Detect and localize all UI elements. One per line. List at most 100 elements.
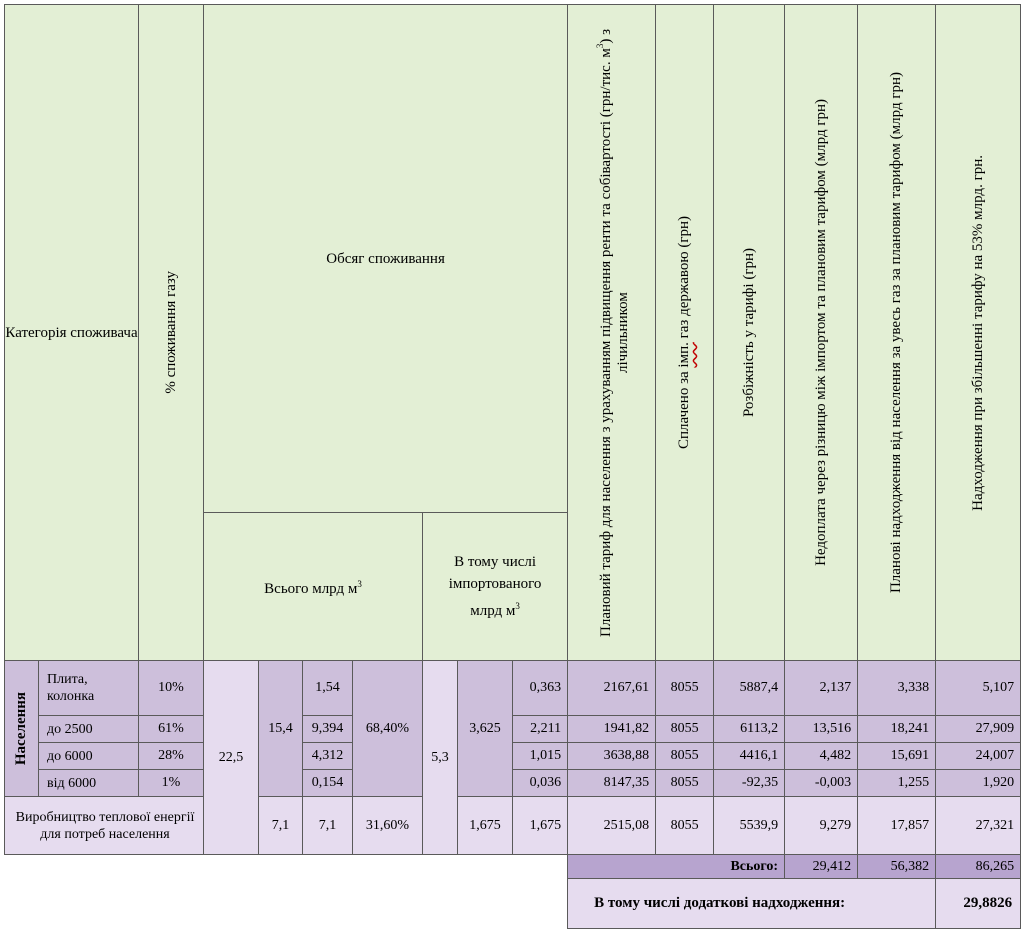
row-sub-total: 0,154 [303,770,353,797]
population-label-text: Населення [13,692,30,765]
heating-import-sub: 1,675 [513,797,568,855]
heating-total: 7,1 [259,797,303,855]
additional-spacer [5,879,568,929]
totals-planned: 56,382 [858,855,936,879]
row-sub-total: 4,312 [303,743,353,770]
header-tariff-planned-main: Плановий тариф для населення з урахуванн… [598,48,614,637]
heating-sub-total: 7,1 [303,797,353,855]
header-paid-by-state: Сплачено за імп. газ державою (грн) [656,5,714,661]
row-sub-total: 1,54 [303,661,353,716]
header-tariff-planned-sup: 3 [595,43,605,48]
row-diff: -92,35 [714,770,785,797]
header-incl-import-line2: імпортованого [423,573,567,595]
header-category-text: Категорія споживача [5,325,137,341]
row-category: до 2500 [39,716,139,743]
row-diff: 4416,1 [714,743,785,770]
header-tariff-diff-text: Розбіжність у тарифі (грн) [741,248,758,417]
header-incl-import: В тому числі імпортованого млрд м3 [423,513,568,661]
totals-underpay: 29,412 [785,855,858,879]
row-underpay: 13,516 [785,716,858,743]
row-tariff: 8147,35 [568,770,656,797]
header-underpay-text: Недоплата через різницю між імпортом та … [813,99,830,566]
row-import-sub: 1,015 [513,743,568,770]
row-paid: 8055 [656,716,714,743]
row-category: до 6000 [39,743,139,770]
header-category: Категорія споживача [5,5,139,661]
header-incl-import-sup: 3 [515,601,520,611]
totals-revenue53: 86,265 [936,855,1021,879]
grand-total: 22,5 [204,661,259,855]
header-total-bcm-main: Всього млрд м [264,581,357,597]
header-tariff-planned: Плановий тариф для населення з урахуванн… [568,5,656,661]
row-revenue53: 27,909 [936,716,1021,743]
row-planned: 18,241 [858,716,936,743]
population-import: 3,625 [458,661,513,797]
row-category: Плита, колонка [39,661,139,716]
row-planned: 1,255 [858,770,936,797]
header-planned-revenue: Планові надходження від населення за уве… [858,5,936,661]
header-volume: Обсяг споживання [204,5,568,513]
row-underpay: -0,003 [785,770,858,797]
totals-spacer [5,855,568,879]
row-gas-pct: 61% [139,716,204,743]
header-paid-u: імп. [676,342,692,367]
header-underpay: Недоплата через різницю між імпортом та … [785,5,858,661]
additional-value: 29,8826 [936,879,1021,929]
row-revenue53: 5,107 [936,661,1021,716]
header-volume-text: Обсяг споживання [326,251,445,267]
header-tariff-planned-text: Плановий тариф для населення з урахуванн… [592,5,632,660]
row-tariff: 3638,88 [568,743,656,770]
heating-category: Виробництво теплової енергії для потреб … [5,797,204,855]
heating-revenue53: 27,321 [936,797,1021,855]
row-gas-pct: 28% [139,743,204,770]
row-import-sub: 0,363 [513,661,568,716]
heating-paid: 8055 [656,797,714,855]
header-paid-a: Сплачено за [676,368,692,449]
header-incl-import-main: млрд м [470,603,515,619]
header-revenue-53: Надходження при збільшенні тарифу на 53%… [936,5,1021,661]
header-paid-b: газ державою (грн) [676,216,692,342]
heating-underpay: 9,279 [785,797,858,855]
row-import-sub: 0,036 [513,770,568,797]
header-incl-import-line1: В тому числі [423,551,567,573]
row-planned: 15,691 [858,743,936,770]
import-total: 5,3 [423,661,458,855]
row-sub-total: 9,394 [303,716,353,743]
header-total-bcm: Всього млрд м3 [204,513,423,661]
row-diff: 5887,4 [714,661,785,716]
header-tariff-diff: Розбіжність у тарифі (грн) [714,5,785,661]
header-gas-pct-text: % споживання газу [163,271,180,394]
header-incl-import-line3: млрд м3 [423,595,567,622]
row-planned: 3,338 [858,661,936,716]
heating-tariff: 2515,08 [568,797,656,855]
additional-label: В тому числі додаткові надходження: [568,879,936,929]
header-planned-revenue-text: Планові надходження від населення за уве… [888,72,905,593]
header-total-bcm-text: Всього млрд м3 [264,581,362,597]
row-tariff: 1941,82 [568,716,656,743]
header-gas-pct: % споживання газу [139,5,204,661]
row-revenue53: 1,920 [936,770,1021,797]
row-paid: 8055 [656,743,714,770]
population-total: 15,4 [259,661,303,797]
population-share: 68,40% [353,661,423,797]
header-paid-by-state-text: Сплачено за імп. газ державою (грн) [676,216,693,449]
header-total-bcm-sup: 3 [357,579,362,589]
row-paid: 8055 [656,770,714,797]
row-paid: 8055 [656,661,714,716]
row-gas-pct: 1% [139,770,204,797]
heating-share: 31,60% [353,797,423,855]
row-tariff: 2167,61 [568,661,656,716]
population-label: Населення [5,661,39,797]
row-category: від 6000 [39,770,139,797]
heating-diff: 5539,9 [714,797,785,855]
row-gas-pct: 10% [139,661,204,716]
totals-label: Всього: [568,855,785,879]
heating-import: 1,675 [458,797,513,855]
row-underpay: 4,482 [785,743,858,770]
row-diff: 6113,2 [714,716,785,743]
heating-planned: 17,857 [858,797,936,855]
header-revenue-53-text: Надходження при збільшенні тарифу на 53%… [970,155,987,511]
row-underpay: 2,137 [785,661,858,716]
gas-consumption-table: Категорія споживача % споживання газу Об… [4,4,1021,929]
row-revenue53: 24,007 [936,743,1021,770]
